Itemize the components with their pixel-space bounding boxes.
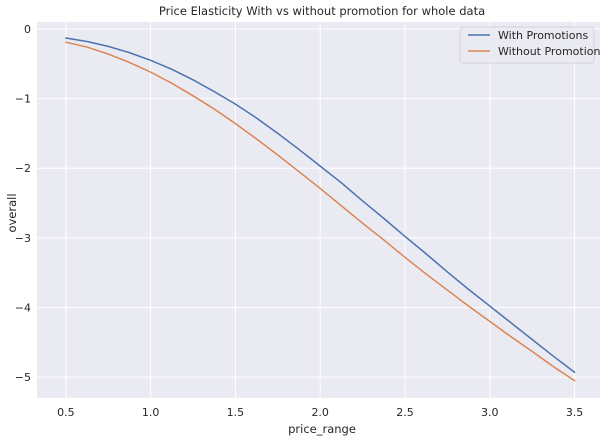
y-tick-label: −3 xyxy=(15,232,31,245)
grid-lines xyxy=(37,22,600,398)
legend-box xyxy=(459,26,595,64)
y-tick-label: −4 xyxy=(15,301,31,314)
y-tick-label: −2 xyxy=(15,162,31,175)
legend-label-2: Without Promotion xyxy=(498,45,600,58)
chart-title: Price Elasticity With vs without promoti… xyxy=(159,4,485,18)
x-tick-label: 3.0 xyxy=(481,406,499,419)
series-line-1 xyxy=(65,37,576,373)
x-tick-label: 2.0 xyxy=(311,406,329,419)
y-tick-label: −5 xyxy=(15,371,31,384)
y-tick-label: 0 xyxy=(24,23,31,36)
series-line-2 xyxy=(65,41,576,382)
y-tick-labels: 0 −1 −2 −3 −4 −5 xyxy=(15,23,31,384)
x-axis-label: price_range xyxy=(288,422,356,436)
series-lines xyxy=(65,37,576,382)
x-tick-label: 2.5 xyxy=(396,406,414,419)
x-tick-label: 3.5 xyxy=(566,406,584,419)
x-tick-label: 1.0 xyxy=(142,406,160,419)
x-tick-labels: 0.5 1.0 1.5 2.0 2.5 3.0 3.5 xyxy=(57,406,583,419)
y-axis-label: overall xyxy=(5,193,19,232)
legend: With Promotions Without Promotion xyxy=(459,26,600,64)
x-tick-label: 0.5 xyxy=(57,406,75,419)
legend-label-1: With Promotions xyxy=(498,29,588,42)
plot-background xyxy=(37,22,600,398)
x-tick-label: 1.5 xyxy=(227,406,245,419)
y-tick-label: −1 xyxy=(15,93,31,106)
